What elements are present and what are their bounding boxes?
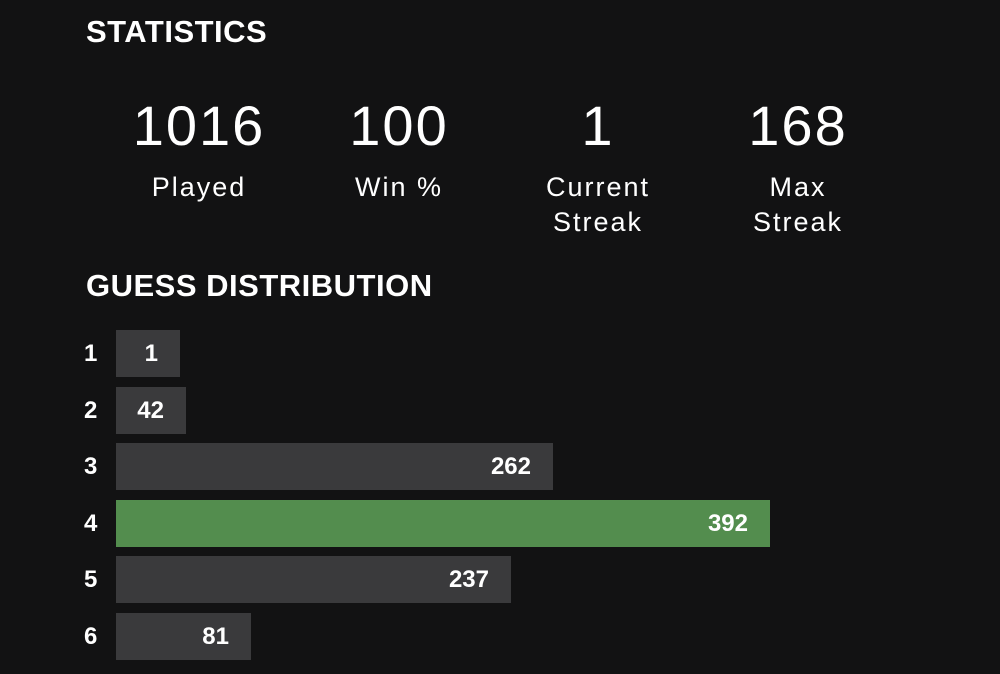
statistics-row: 1016 Played 100 Win % 1 Current Streak 1… [0,96,1000,246]
distribution-count: 262 [490,453,531,480]
distribution-count: 237 [448,566,489,593]
distribution-count: 1 [144,340,158,367]
distribution-row: 2 42 [0,386,1000,434]
stat-max-streak-value: 168 [748,94,848,157]
guess-number: 5 [84,566,98,593]
guess-number: 2 [84,396,98,424]
stat-played: 1016 Played [99,96,299,205]
distribution-row: 5 237 [0,556,1000,603]
stat-win-percent: 100 Win % [299,96,499,205]
distribution-count: 392 [707,509,748,537]
statistics-title: STATISTICS [86,14,268,49]
distribution-bar: 1 [116,330,180,377]
guess-number: 3 [84,453,98,480]
distribution-bar: 81 [116,612,251,660]
guess-distribution-title: GUESS DISTRIBUTION [86,268,433,303]
distribution-bar: 392 [116,499,770,547]
guess-number: 1 [84,340,98,367]
distribution-bar: 237 [116,556,511,603]
stat-max-streak-label: Max Streak [752,172,844,237]
guess-number: 6 [84,622,98,650]
distribution-bar: 42 [116,386,186,434]
guess-number: 4 [84,509,98,537]
distribution-row: 4 392 [0,499,1000,547]
stat-played-value: 1016 [132,94,266,157]
distribution-count: 81 [202,622,229,650]
distribution-count: 42 [137,396,164,424]
distribution-row: 3 262 [0,443,1000,490]
distribution-bar: 262 [116,443,553,490]
stat-current-streak-label: Current Streak [545,172,651,237]
stat-current-streak: 1 Current Streak [498,96,698,240]
stat-win-percent-label: Win % [354,172,443,202]
stat-played-label: Played [151,172,247,202]
stat-win-percent-value: 100 [349,94,449,157]
distribution-row: 6 81 [0,612,1000,660]
stat-current-streak-value: 1 [581,94,615,157]
stat-max-streak: 168 Max Streak [698,96,898,240]
